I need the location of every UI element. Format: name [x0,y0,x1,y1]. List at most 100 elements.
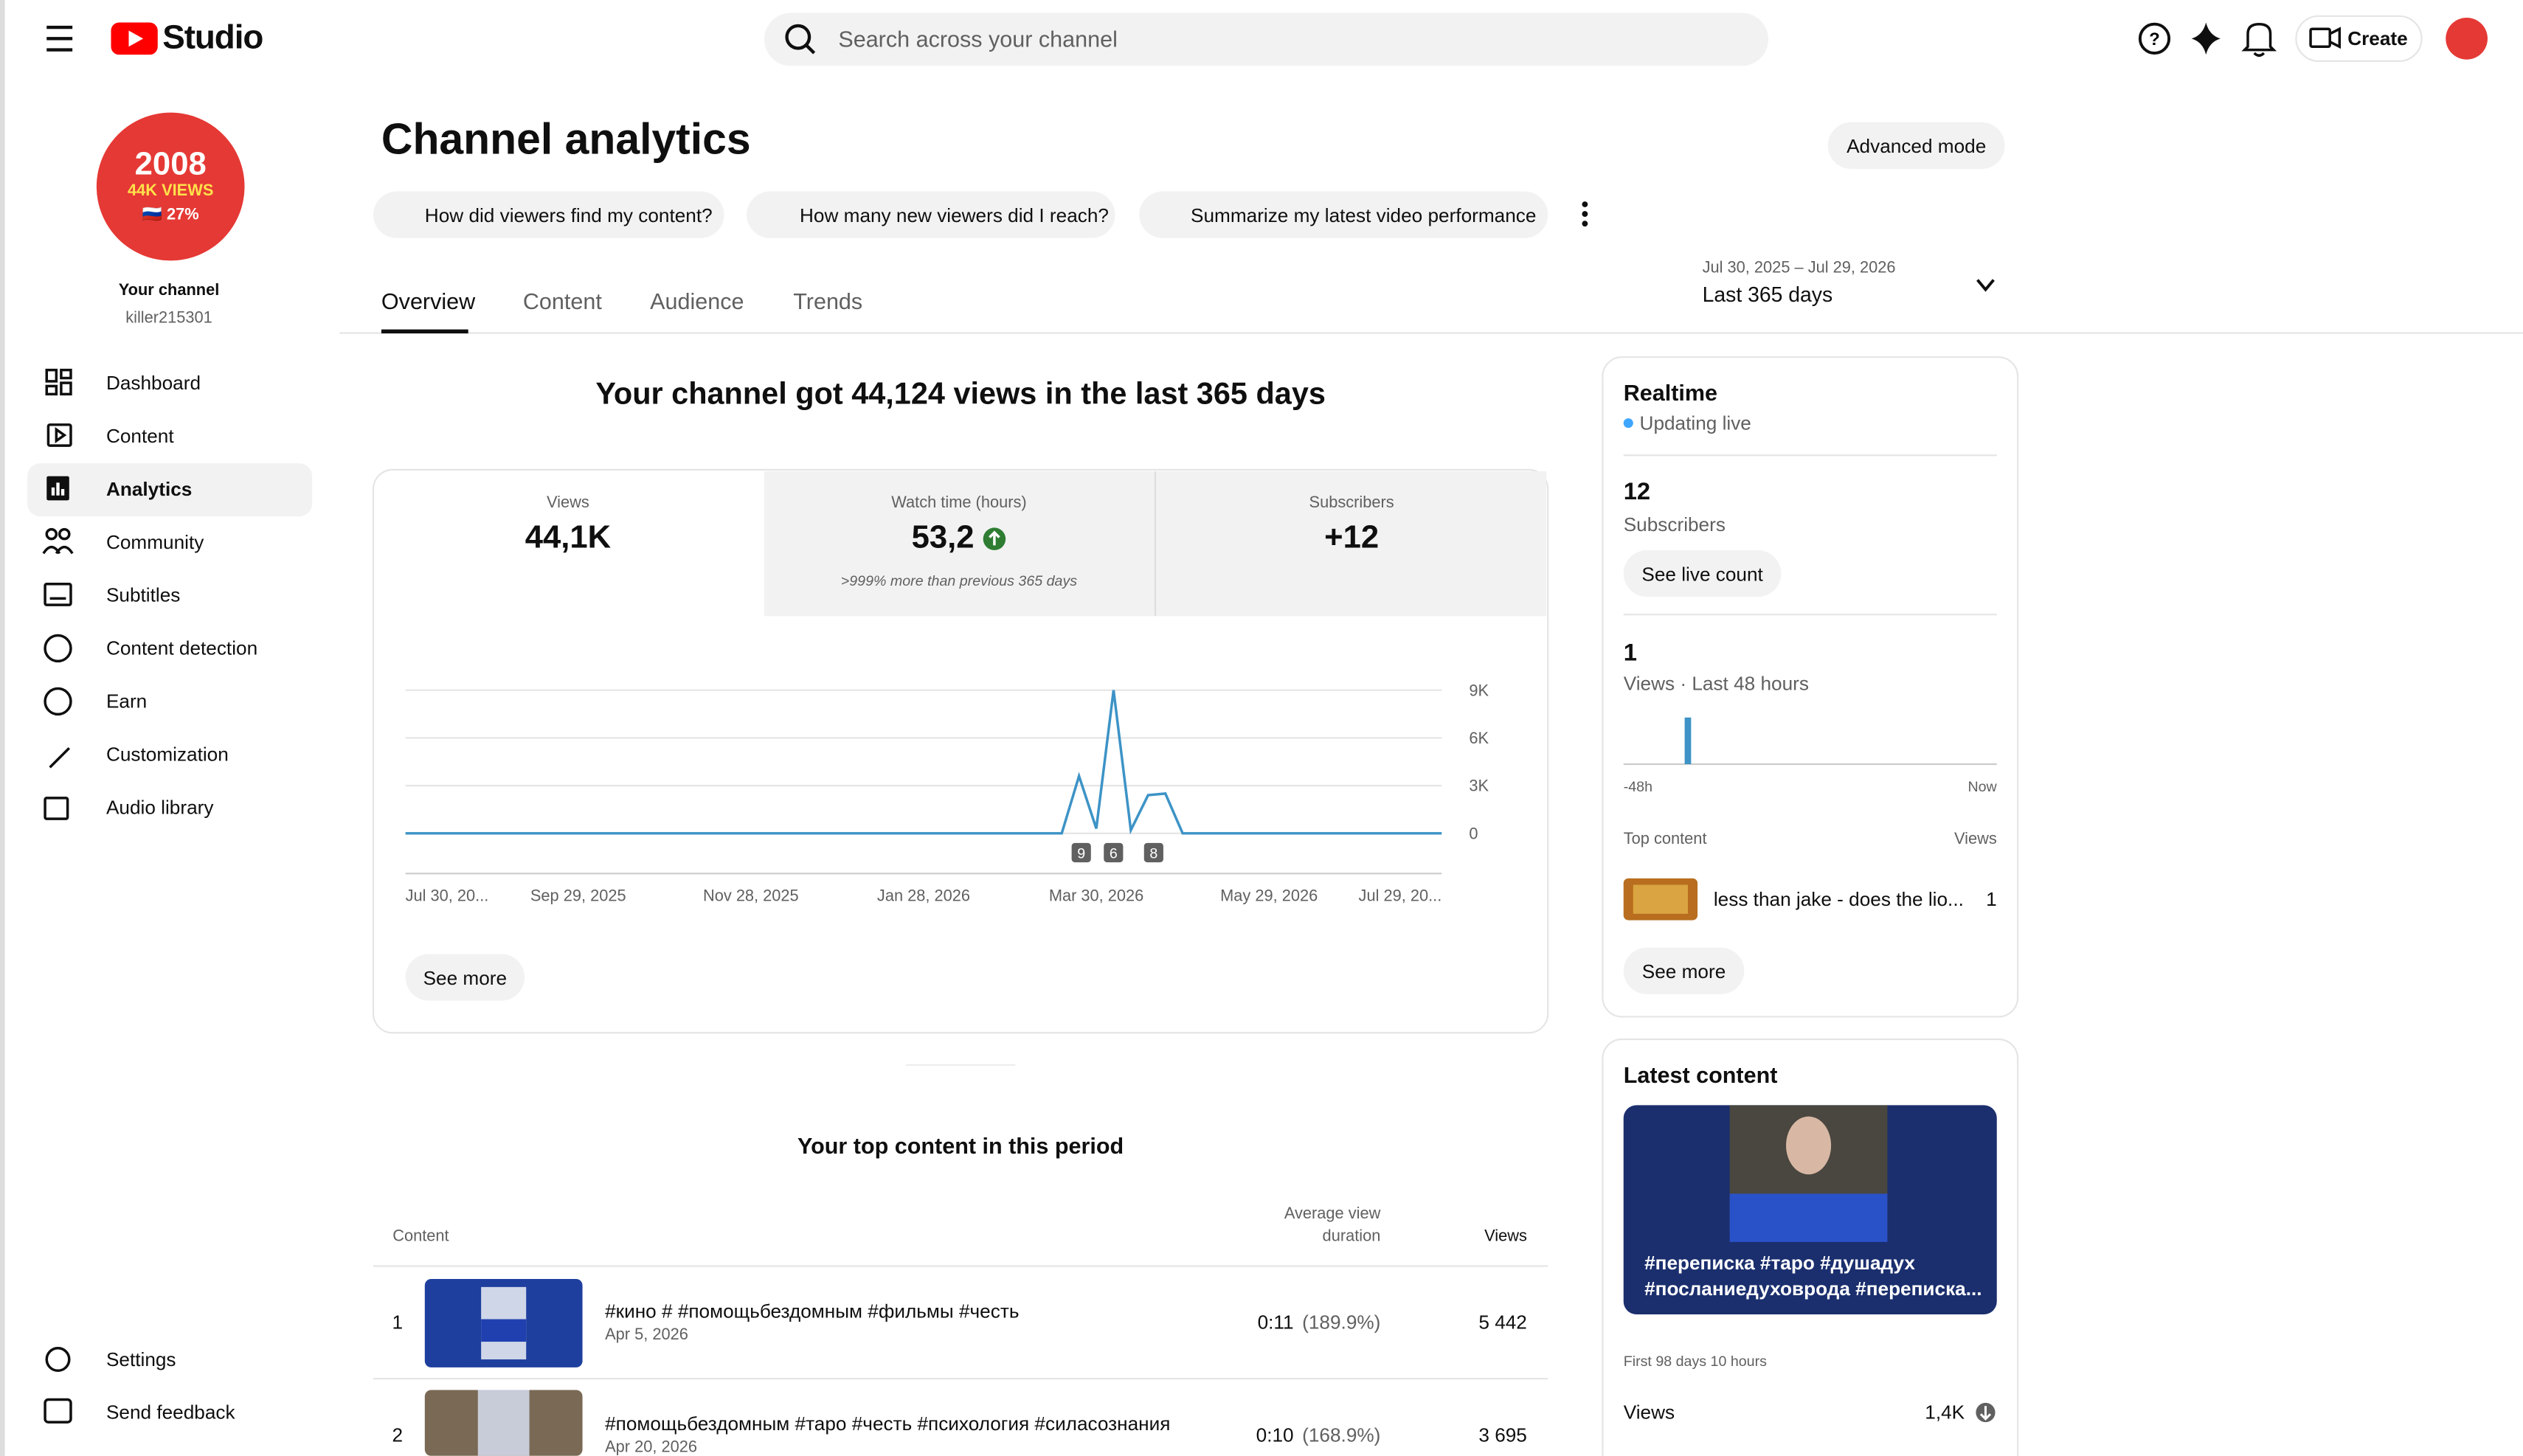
stat-label: Subscribers [1623,513,1726,536]
stat-value: 12 [1623,478,1651,506]
nav-item[interactable]: Earn [105,690,148,713]
marker-label: 9 [1077,846,1085,862]
card-title: Realtime [1623,379,1718,406]
y-tick-label: 3K [1469,777,1489,795]
video-title[interactable]: #помощьбездомным #таро #честь #психологи… [605,1411,1171,1435]
video-date: Apr 5, 2026 [605,1326,688,1345]
tab[interactable]: Overview [381,288,476,314]
date-label[interactable]: Last 365 days [1702,282,1833,307]
y-tick-label: 6K [1469,729,1489,747]
button-label: See more [1641,960,1726,982]
period: First 98 days 10 hours [1623,1353,1767,1370]
nav-item[interactable]: Send feedback [105,1401,235,1424]
nav-item[interactable]: Content [105,424,174,448]
nav-item[interactable]: Customization [105,743,229,766]
axis-label: Now [1967,778,1997,795]
see-more-button[interactable]: See more [405,954,525,1001]
tab[interactable]: Content [522,288,602,314]
video-caption: #переписка #таро #душадух [1644,1251,1915,1275]
y-tick-label: 0 [1469,824,1478,842]
column-header: Content [392,1228,449,1247]
tab[interactable]: Trends [793,288,863,314]
button-label: See more [423,966,508,989]
metric-label: Watch time (hours) [891,494,1027,513]
live-count-button[interactable]: See live count [1623,550,1782,597]
date-range: Jul 30, 2025 – Jul 29, 2026 [1702,260,1896,278]
prompt-chip[interactable]: How many new viewers did I reach? [747,191,1115,238]
button-label: Advanced mode [1847,134,1987,157]
prompt-chip[interactable]: Summarize my latest video performance [1139,191,1548,238]
tab[interactable]: Audience [650,288,744,314]
x-tick-label: Sep 29, 2025 [530,886,626,904]
content-title[interactable]: less than jake - does the lio... [1713,887,1964,911]
logo[interactable]: Studio [162,19,263,57]
decorations: ? 0 3K 6K 9K Jul 30, 20... Sep 29, 2025 Nov 28… [27,13,2523,1456]
views: 3 695 [1478,1423,1527,1446]
column-header: Top content [1623,831,1707,849]
metric-label: Subscribers [1309,494,1394,513]
see-more-button[interactable]: See more [1623,947,1745,994]
avatar-text: 2008 [134,147,207,183]
channel-handle: killer215301 [125,309,212,327]
button-label: See live count [1641,562,1763,585]
column-header: Views [1484,1228,1527,1247]
chip-label: Summarize my latest video performance [1191,203,1537,226]
x-tick-label: Mar 30, 2026 [1049,886,1143,904]
series-line [405,690,1442,835]
column-header: duration [1322,1228,1381,1247]
channel-name: Your channel [118,282,220,300]
nav-item[interactable]: Audio library [105,796,214,819]
x-tick-label: May 29, 2026 [1220,886,1318,904]
nav-item[interactable]: Analytics [105,477,193,501]
metric-label: Views [547,494,589,513]
rank: 2 [392,1423,404,1446]
avatar-text: 44K VIEWS [128,182,214,201]
views: 5 442 [1478,1311,1527,1334]
metric-value: 53,2 [911,520,975,556]
nav-item[interactable]: Dashboard [105,371,201,395]
marker-label: 8 [1149,846,1157,862]
stat-value: 1 [1623,639,1637,668]
metric-label: Views [1623,1401,1675,1424]
video-marker [1104,842,1124,863]
prompt-chip[interactable]: How did viewers find my content? [373,191,724,238]
column-header: Views [1953,831,1997,849]
avatar-text: 🇷🇺 27% [142,207,199,225]
metric-value: +12 [1324,520,1380,556]
duration-pct: (168.9%) [1302,1423,1381,1446]
search-input[interactable]: Search across your channel [838,25,1118,52]
card-title: Latest content [1623,1061,1778,1088]
section-title: Your top content in this period [797,1132,1124,1159]
nav-item[interactable]: Subtitles [105,583,181,607]
video-marker [1143,842,1163,863]
nav-item[interactable]: Settings [105,1348,176,1371]
x-tick-label: Nov 28, 2025 [703,886,799,904]
advanced-button[interactable]: Advanced mode [1827,122,2005,170]
duration-pct: (189.9%) [1302,1311,1381,1334]
video-marker [1071,842,1091,863]
avg-duration: 0:10 [1256,1423,1294,1446]
nav-item[interactable]: Content detection [105,637,258,660]
video-date: Apr 20, 2026 [605,1438,697,1456]
svg-text:?: ? [2149,30,2160,49]
marker-label: 6 [1110,846,1118,862]
metric-value: 1,4K [1925,1401,1965,1424]
live-status: Updating live [1639,412,1751,434]
video-title[interactable]: #кино # #помощьбездомным #фильмы #честь [605,1300,1020,1322]
content-views: 1 [1986,887,1997,911]
video-caption: #посланиедуховрода #переписка... [1644,1277,1982,1300]
metric-value: 44,1K [525,520,612,556]
x-tick-label: Jan 28, 2026 [877,886,970,904]
nav-item[interactable]: Community [105,530,204,554]
avg-duration: 0:11 [1257,1311,1294,1334]
create-button[interactable]: Create [2347,27,2408,50]
headline: Your channel got 44,124 views in the las… [595,378,1326,412]
rank: 1 [392,1311,404,1334]
metric-note: >999% more than previous 365 days [840,572,1078,589]
axis-label: -48h [1623,778,1653,795]
y-tick-label: 9K [1469,681,1489,699]
page-title: Channel analytics [381,114,751,164]
stat-label: Views · Last 48 hours [1623,672,1809,696]
